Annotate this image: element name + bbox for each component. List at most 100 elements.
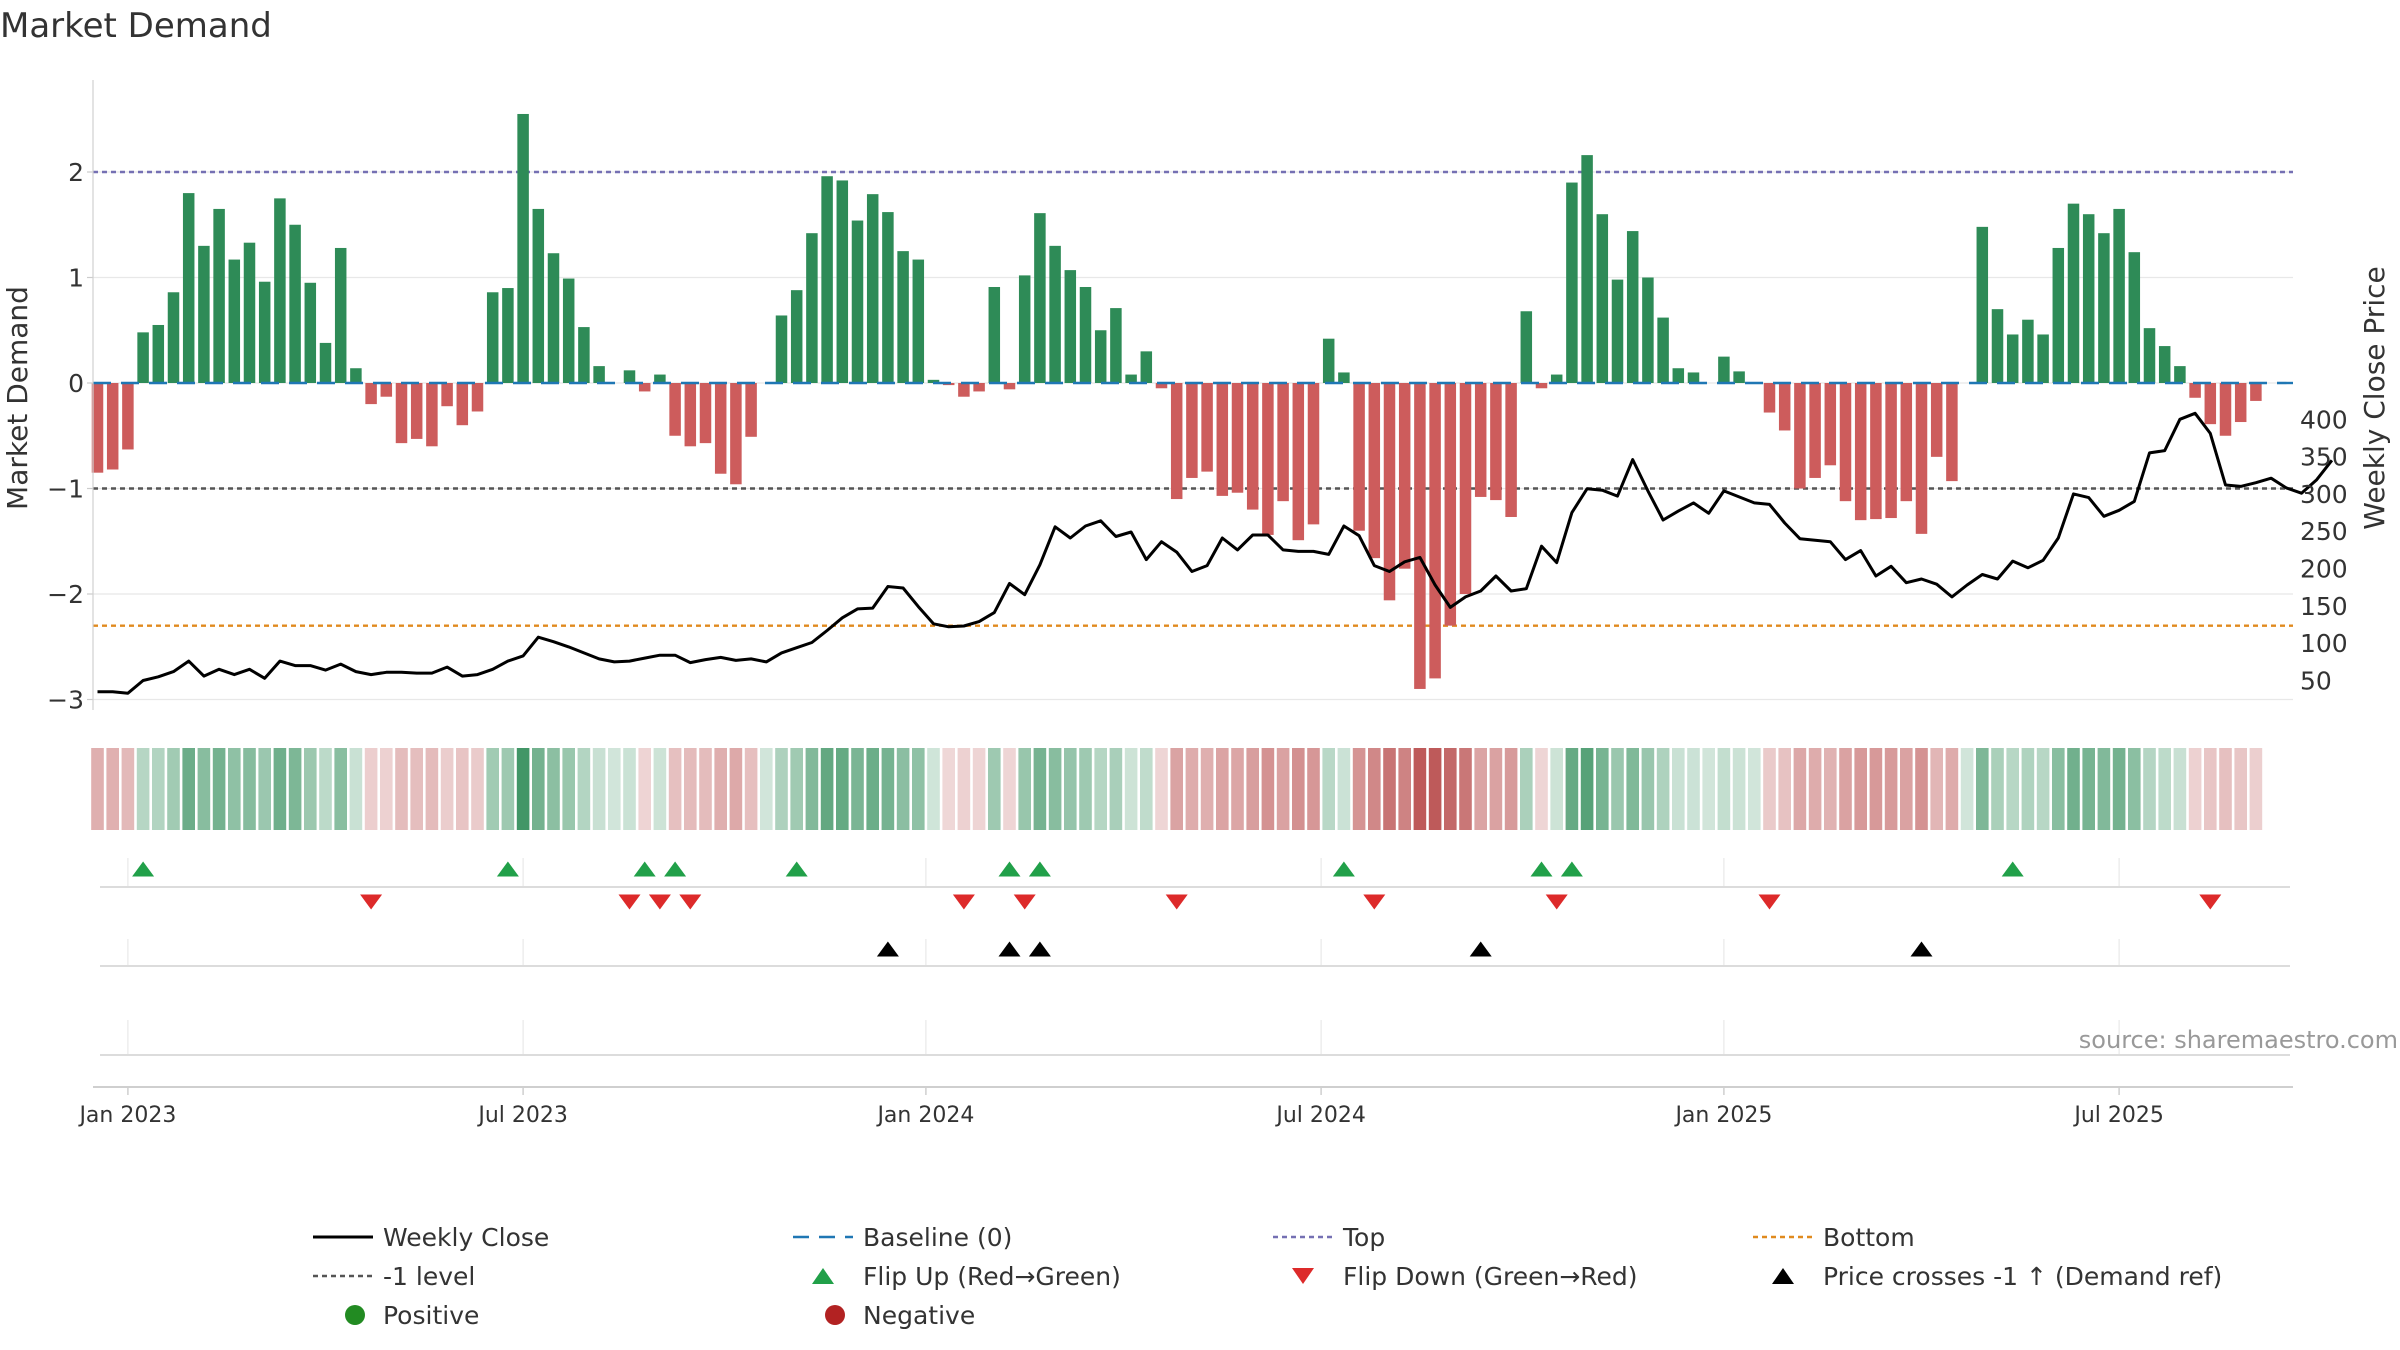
- demand-bar: [395, 383, 408, 444]
- demand-bar: [228, 259, 241, 383]
- demand-bar: [304, 282, 317, 383]
- heat-cell: [364, 748, 378, 830]
- legend-item-price_cross: Price crosses -1 ↑ (Demand ref): [1772, 1262, 2222, 1291]
- flip-up-marker: [998, 861, 1021, 877]
- heat-cell: [760, 748, 773, 830]
- y-axis-label-right: Weekly Close Price: [2358, 266, 2391, 529]
- legend-label: Flip Up (Red→Green): [863, 1262, 1121, 1291]
- x-tick-label: Jul 2024: [1274, 1103, 1366, 1128]
- legend-item-negative: Negative: [825, 1301, 975, 1330]
- heat-cell: [258, 748, 271, 830]
- heat-cell: [1261, 748, 1275, 830]
- x-tick-label: Jul 2025: [2072, 1103, 2164, 1128]
- flip-up-marker: [785, 861, 808, 877]
- demand-bar: [1018, 275, 1031, 383]
- heat-cell: [638, 748, 651, 830]
- source-annotation: source: sharemaestro.com: [2079, 1026, 2398, 1054]
- heat-cell: [1778, 748, 1791, 830]
- demand-bar: [1079, 286, 1092, 383]
- heat-cell: [2036, 748, 2050, 830]
- heat-cell: [1672, 748, 1685, 830]
- flip-up-marker: [496, 861, 519, 877]
- flip-up-marker: [2001, 861, 2024, 877]
- demand-bar: [790, 290, 803, 383]
- demand-bar: [623, 370, 636, 383]
- flip-up-marker: [633, 861, 656, 877]
- heat-cell: [2021, 748, 2035, 830]
- demand-bar: [1414, 383, 1426, 689]
- demand-bar: [91, 383, 104, 473]
- heat-cell: [1368, 748, 1381, 830]
- price-cross-marker: [1469, 941, 1492, 957]
- demand-bar: [1353, 383, 1365, 531]
- heat-cell: [912, 748, 925, 830]
- heat-cell: [896, 748, 910, 830]
- demand-bar: [1520, 311, 1533, 383]
- demand-bar: [502, 288, 514, 383]
- heat-cell: [1504, 748, 1518, 830]
- heat-cell: [972, 748, 986, 830]
- demand-bar: [912, 259, 925, 383]
- heat-cell: [1459, 748, 1472, 830]
- heat-cell: [1398, 748, 1411, 830]
- demand-bar: [1657, 317, 1669, 383]
- demand-bar: [1930, 383, 1943, 457]
- demand-bar: [1946, 383, 1958, 482]
- heat-cell: [927, 748, 940, 830]
- heat-cell: [1930, 748, 1943, 830]
- heat-cell: [1200, 748, 1214, 830]
- demand-bar: [1733, 371, 1745, 383]
- y-axis-label-left: Market Demand: [1, 286, 34, 510]
- legend: Weekly Close Baseline (0) Top Bottom -1 leve…: [313, 1223, 2222, 1330]
- y-tick-label-right: 250: [2300, 517, 2348, 546]
- heat-cell: [1854, 748, 1867, 830]
- demand-bar: [1915, 383, 1928, 534]
- demand-bar: [1474, 383, 1487, 497]
- heat-cell: [1565, 748, 1579, 830]
- legend-swatch-circle: [825, 1305, 845, 1325]
- y-tick-label-right: 200: [2300, 555, 2348, 584]
- heat-cell: [2234, 748, 2247, 830]
- flip-up-marker: [664, 861, 687, 877]
- flip-down-marker: [618, 894, 641, 910]
- heat-cell: [790, 748, 803, 830]
- demand-bar: [988, 286, 1001, 383]
- flip-up-marker: [132, 861, 155, 877]
- demand-bar: [2082, 214, 2095, 383]
- demand-bar: [167, 292, 180, 383]
- demand-bar: [1778, 383, 1791, 431]
- heat-cell: [1991, 748, 2004, 830]
- y-tick-label-right: 300: [2300, 480, 2348, 509]
- heat-cell: [623, 748, 636, 830]
- flip-down-marker: [679, 894, 702, 910]
- demand-bar: [1550, 374, 1563, 383]
- chart-title: Market Demand: [0, 6, 272, 46]
- heat-cell: [1444, 748, 1457, 830]
- heat-cell: [1793, 748, 1807, 830]
- flip-down-marker: [1363, 894, 1386, 910]
- demand-bar: [289, 224, 301, 383]
- demand-bar: [806, 233, 818, 383]
- demand-bar: [821, 176, 833, 383]
- demand-bar: [2158, 346, 2171, 383]
- demand-bar: [1110, 308, 1122, 383]
- demand-bar: [380, 383, 393, 397]
- demand-bar: [1991, 309, 2004, 383]
- demand-bar: [958, 383, 970, 397]
- heat-cell: [851, 748, 864, 830]
- flip-down-marker: [1013, 894, 1036, 910]
- flip-down-marker: [1165, 894, 1188, 910]
- demand-heatstrip: [91, 748, 2263, 830]
- heat-cell: [592, 748, 606, 830]
- legend-label: Positive: [383, 1301, 479, 1330]
- demand-bar: [532, 208, 545, 383]
- demand-bar: [882, 212, 894, 383]
- demand-bar: [1307, 383, 1320, 525]
- demand-bar: [1581, 155, 1593, 383]
- demand-bar: [2037, 334, 2049, 383]
- demand-bar: [1490, 383, 1502, 501]
- heat-cell: [1474, 748, 1487, 830]
- heat-cell: [820, 748, 834, 830]
- signal-rows: [100, 858, 2290, 1056]
